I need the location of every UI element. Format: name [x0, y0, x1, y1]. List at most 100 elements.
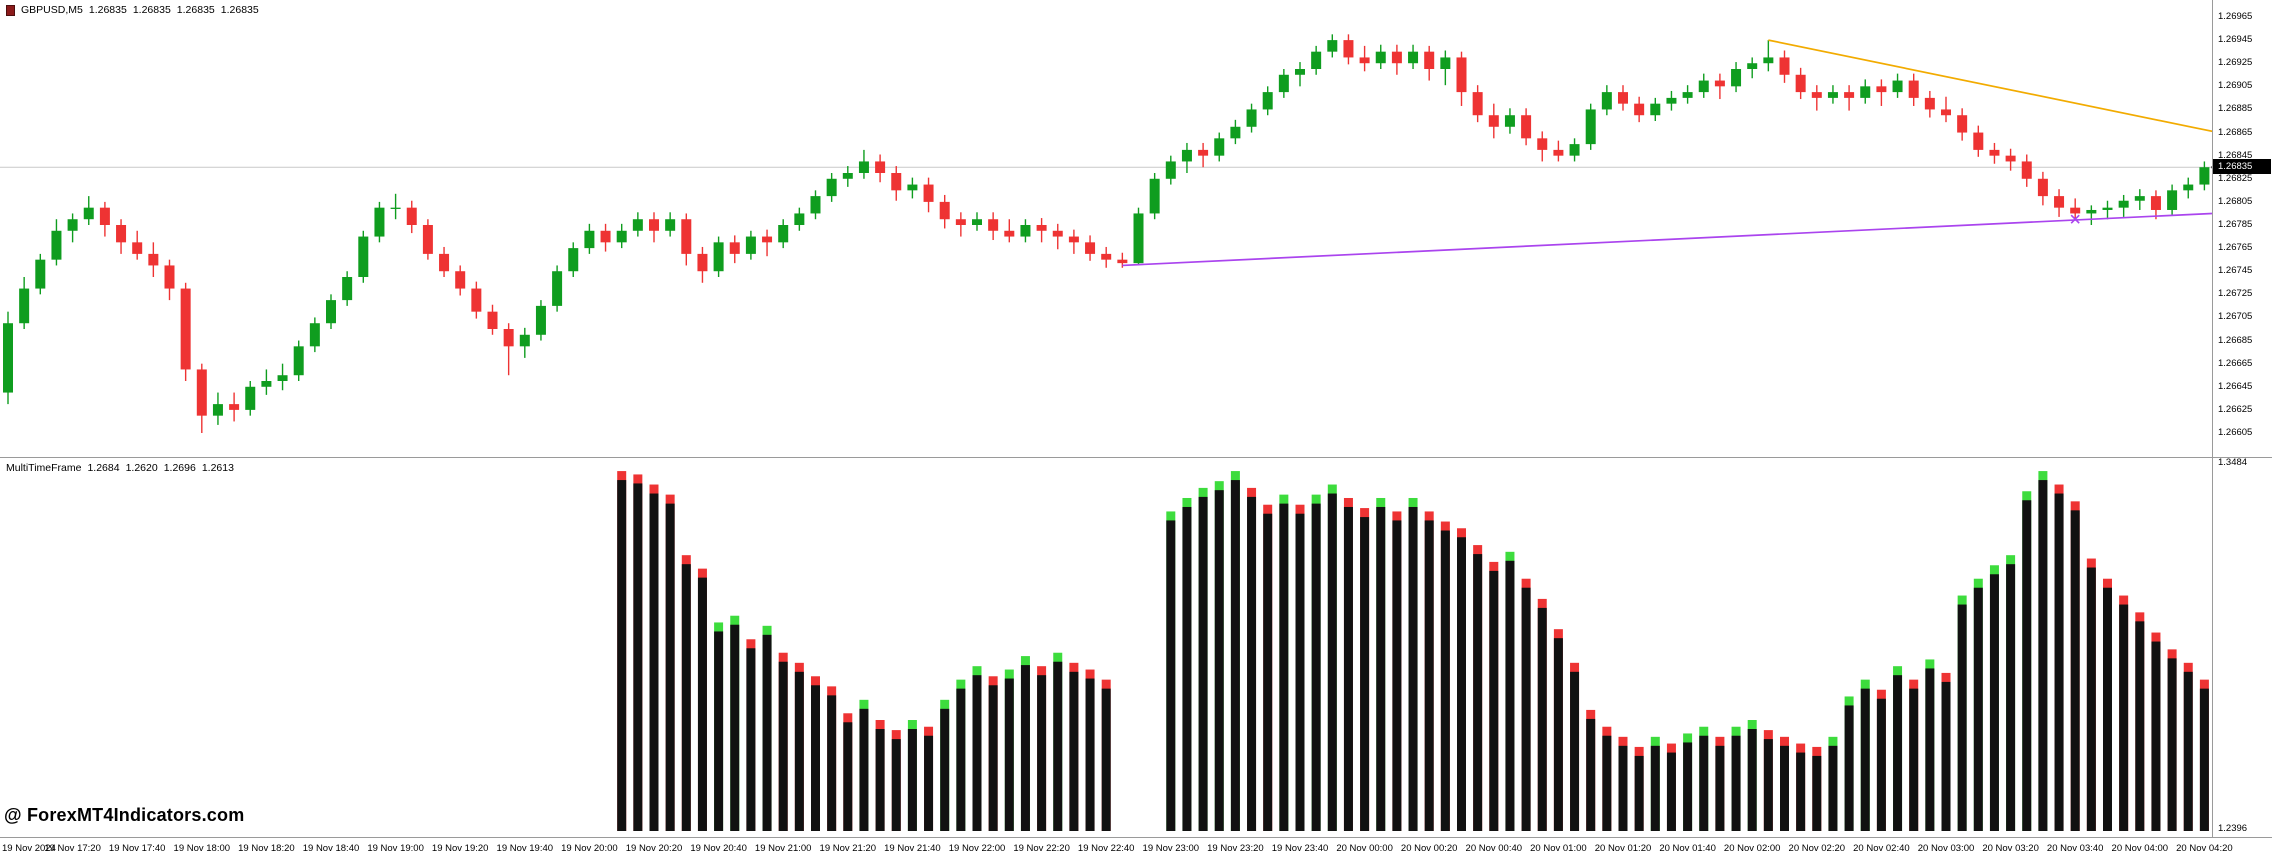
histogram-bar: [859, 699, 869, 831]
histogram-bar: [778, 652, 788, 831]
time-axis-label: 20 Nov 01:40: [1659, 843, 1716, 854]
histogram-bar: [956, 679, 966, 831]
candle: [972, 212, 982, 231]
price-axis-label: 1.26825: [2218, 172, 2253, 184]
trendline-touch-marker: [2070, 214, 2080, 224]
histogram-bar: [1457, 528, 1466, 831]
candle: [132, 230, 143, 260]
histogram-bar: [2199, 679, 2209, 831]
descending-trendline-yellow[interactable]: [1768, 39, 2212, 133]
candle: [1068, 229, 1079, 254]
candle: [293, 340, 304, 381]
candle: [1779, 50, 1790, 83]
time-axis-label: 19 Nov 18:40: [302, 843, 360, 854]
price-axis-label: 1.26665: [2218, 357, 2253, 369]
candle: [1004, 219, 1015, 243]
candle: [1133, 207, 1144, 266]
candle: [2150, 190, 2161, 220]
candle: [1892, 73, 1903, 98]
histogram-bar: [1812, 746, 1822, 831]
time-axis-label: 19 Nov 22:40: [1077, 843, 1135, 854]
candle: [503, 323, 514, 376]
time-axis-label: 19 Nov 2024: [2, 843, 56, 854]
histogram-bar: [1020, 656, 1030, 831]
time-axis-label: 19 Nov 22:20: [1013, 843, 1070, 854]
price-chart-canvas[interactable]: [0, 0, 2212, 457]
candle: [1763, 40, 1774, 72]
histogram-bar: [2167, 649, 2177, 831]
time-axis-label: 20 Nov 02:00: [1723, 843, 1781, 854]
histogram-bar: [730, 615, 740, 831]
candle: [1391, 44, 1402, 75]
histogram-bar: [843, 713, 853, 831]
candle: [35, 253, 46, 295]
time-axis-label: 19 Nov 18:00: [173, 843, 231, 854]
time-axis-label: 19 Nov 21:20: [819, 843, 877, 854]
candle: [471, 281, 482, 319]
candle: [1052, 223, 1063, 250]
histogram-bar: [1182, 497, 1192, 831]
histogram-bar: [2022, 491, 2032, 831]
histogram-bar: [1860, 679, 1870, 831]
histogram-bar: [2103, 578, 2112, 831]
candle: [487, 304, 498, 335]
ascending-trendline-violet[interactable]: [1122, 212, 2212, 267]
time-axis-label: 19 Nov 20:40: [690, 843, 747, 854]
histogram-bar: [1440, 521, 1450, 831]
time-axis-label: 19 Nov 23:00: [1142, 843, 1200, 854]
histogram-bar: [633, 474, 643, 831]
time-axis-label: 20 Nov 03:20: [1982, 843, 2039, 854]
candle: [1295, 62, 1305, 87]
candle: [1504, 108, 1515, 134]
time-axis-label: 19 Nov 17:20: [44, 843, 101, 854]
indicator-name-label: MultiTimeFrame: [6, 462, 82, 474]
candle: [875, 154, 886, 183]
candle: [2021, 154, 2032, 187]
time-axis[interactable]: 19 Nov 2024 19 Nov 17:20 19 Nov 17:40 19 No…: [0, 838, 2272, 859]
candlestick-icon: [6, 4, 15, 16]
histogram-bar: [1876, 689, 1886, 831]
histogram-bar: [1973, 578, 1983, 831]
candle: [342, 271, 353, 306]
time-axis-label: 20 Nov 04:00: [2111, 843, 2169, 854]
histogram-bar: [1101, 679, 1111, 831]
indicator-axis-label: 1.3484: [2218, 457, 2248, 468]
candle: [67, 213, 78, 243]
candle: [1989, 142, 2000, 164]
price-axis-label: 1.26925: [2218, 57, 2253, 69]
indicator-axis-label: 1.2396: [2218, 823, 2248, 834]
histogram-bar: [1634, 746, 1644, 831]
price-axis-label: 1.26765: [2218, 242, 2253, 254]
histogram-bar: [1230, 471, 1240, 831]
price-axis-label: 1.26845: [2218, 149, 2253, 161]
candle: [1278, 69, 1289, 98]
histogram-bar: [940, 699, 950, 831]
candle: [1731, 62, 1742, 93]
candle: [1214, 132, 1225, 162]
price-axis[interactable]: 1.26835 1.26965 1.26945 1.26925 1.26905 1.26…: [2213, 0, 2272, 838]
candle: [277, 363, 288, 391]
candle: [374, 201, 385, 243]
candle: [2005, 148, 2016, 171]
candle: [632, 212, 643, 237]
candle: [907, 177, 918, 199]
candle: [1601, 85, 1612, 116]
histogram-bar: [1085, 669, 1095, 831]
histogram-bar: [1004, 669, 1014, 831]
candle: [713, 236, 724, 277]
price-axis-label: 1.26625: [2218, 403, 2253, 415]
histogram-bar: [746, 639, 756, 831]
histogram-bar: [1731, 726, 1741, 831]
time-axis-label: 19 Nov 17:40: [108, 843, 166, 854]
candle: [923, 177, 934, 213]
indicator-panel-canvas[interactable]: [0, 458, 2212, 836]
histogram-bar: [1957, 595, 1967, 831]
histogram-bar: [988, 676, 998, 831]
time-axis-label: 20 Nov 02:20: [1788, 843, 1846, 854]
candle: [3, 311, 13, 405]
candle: [180, 282, 191, 381]
chart-indicator-separator[interactable]: [0, 457, 2272, 458]
candle: [1521, 108, 1532, 146]
candle: [1973, 125, 1984, 157]
price-axis-label: 1.26685: [2218, 334, 2253, 346]
